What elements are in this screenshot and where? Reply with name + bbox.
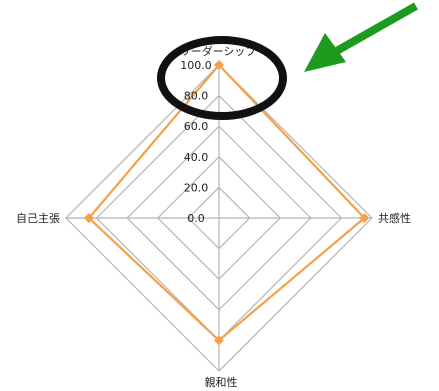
- grid-layer: [65, 64, 373, 372]
- data-point-リーダーシップ: [214, 60, 224, 70]
- arrow-head-icon: [304, 33, 346, 72]
- axis-label: 共感性: [378, 211, 411, 225]
- axis-label: 親和性: [205, 375, 238, 389]
- data-point-自己主張: [83, 213, 94, 223]
- tick-label: 80.0: [184, 90, 209, 103]
- arrow-shaft: [331, 2, 418, 57]
- tick-label: 60.0: [184, 120, 209, 133]
- axis-label: リーダーシップ: [180, 44, 257, 58]
- data-point-親和性: [214, 335, 224, 346]
- series-line-0: [87, 63, 366, 342]
- data-point-共感性: [359, 213, 370, 223]
- highlight-ring: [157, 36, 287, 120]
- tick-label: 20.0: [184, 181, 209, 194]
- tick-label: 40.0: [184, 151, 209, 164]
- annotation-layer: [157, 2, 418, 120]
- tick-labels: 0.0 20.0 40.0 60.0 80.0 100.0: [180, 59, 212, 225]
- tick-label: 0.0: [187, 212, 205, 225]
- tick-label: 100.0: [180, 59, 212, 72]
- series-layer: [83, 60, 370, 346]
- axis-label: 自己主張: [16, 212, 60, 225]
